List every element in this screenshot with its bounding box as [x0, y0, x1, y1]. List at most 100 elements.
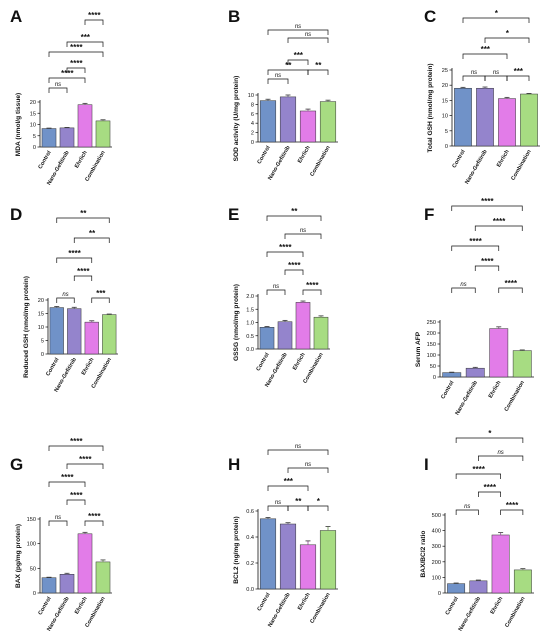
category-label-e: Control [256, 352, 271, 373]
significance-label-a: **** [70, 43, 83, 52]
significance-bracket-d [73, 237, 110, 243]
significance-label-e: **** [288, 261, 301, 270]
category-label-f: Combination [504, 380, 527, 413]
significance-label-i: **** [506, 501, 519, 510]
significance-label-f: **** [504, 279, 517, 288]
significance-label-d: ** [80, 209, 87, 218]
significance-bracket-h [307, 505, 329, 511]
significance-bracket-a [84, 19, 104, 25]
y-tick-label-b: 4 [251, 121, 254, 127]
significance-label-i: ns [497, 450, 503, 456]
y-tick-label-c: 10 [442, 114, 448, 120]
significance-bracket-g [66, 499, 86, 505]
bar-d-control [49, 307, 64, 355]
category-label-d: Control [45, 357, 60, 378]
significance-bracket-g [84, 520, 104, 526]
y-axis-label-d: Reduced GSH (nmol/mg protein) [23, 276, 30, 378]
significance-bracket-f [451, 245, 500, 251]
significance-label-c: *** [480, 45, 490, 54]
category-label-i: Nano-Gefitinib [458, 595, 483, 632]
significance-label-g: **** [70, 437, 83, 446]
y-tick-label-c: 5 [445, 129, 448, 135]
y-tick-label-a: 5 [33, 134, 36, 140]
significance-label-e: ns [300, 228, 306, 234]
bar-e-combination [313, 316, 329, 350]
y-tick-label-d: 5 [41, 339, 44, 345]
significance-bracket-a [66, 41, 104, 47]
significance-bracket-b [267, 29, 329, 35]
bar-b-nano [279, 96, 297, 143]
significance-bracket-h [267, 485, 309, 491]
y-tick-label-c: 0 [445, 144, 448, 150]
category-label-b: Ehrlich [297, 145, 312, 165]
significance-bracket-e [266, 215, 322, 221]
significance-label-e: ** [291, 207, 298, 216]
bar-e-control [259, 327, 275, 350]
significance-bracket-d [56, 297, 75, 303]
panel-letter-d: D [10, 205, 22, 224]
significance-bracket-b [287, 59, 309, 65]
bar-h-combination [319, 530, 337, 590]
significance-label-h: ns [305, 462, 311, 468]
y-tick-label-d: 20 [38, 298, 44, 304]
bar-i-ehrlich [491, 534, 510, 594]
category-label-b: Nano-Gefitinib [267, 144, 292, 181]
y-axis-label-c: Total GSH (nmol/mg protein) [427, 63, 434, 152]
significance-bracket-i [500, 509, 524, 515]
bar-a-control [41, 128, 57, 148]
category-label-a: Ehrlich [74, 150, 89, 170]
category-label-c: Nano-Gefitinib [464, 148, 489, 185]
significance-label-b: *** [293, 51, 303, 60]
y-axis-label-b: SOD activity (U/mg protein) [233, 76, 240, 162]
y-tick-label-g: 150 [27, 517, 36, 523]
significance-bracket-i [455, 437, 524, 443]
panel-letter-b: B [228, 7, 240, 26]
significance-label-c: * [494, 9, 498, 18]
significance-label-d: *** [96, 289, 106, 298]
significance-label-i: **** [483, 483, 496, 492]
bar-b-combination [319, 101, 337, 143]
y-axis-label-i: BAX/BCl2 ratio [420, 531, 427, 578]
significance-label-h: ns [295, 444, 301, 450]
category-label-h: Ehrlich [297, 592, 312, 612]
y-tick-label-b: 10 [248, 93, 254, 99]
category-label-h: Control [257, 592, 272, 613]
y-tick-label-f: 150 [427, 342, 436, 348]
y-axis-label-a: MDA (nmol/g tissue) [15, 93, 22, 157]
significance-label-f: **** [469, 237, 482, 246]
bar-d-combination [102, 314, 117, 355]
y-tick-label-i: 0 [438, 591, 441, 597]
bar-g-control [41, 577, 57, 594]
y-axis-label-g: BAX (pg/mg protein) [15, 524, 22, 588]
category-label-b: Control [257, 145, 272, 166]
y-tick-label-a: 0 [33, 145, 36, 151]
significance-label-e: **** [279, 243, 292, 252]
y-tick-label-e: 0.5 [246, 334, 254, 340]
bar-a-ehrlich [77, 104, 93, 148]
significance-bracket-e [266, 289, 286, 295]
significance-bracket-b [307, 69, 329, 75]
bar-f-combination [512, 350, 532, 378]
significance-label-i: ns [464, 504, 470, 510]
y-tick-label-i: 400 [432, 529, 441, 535]
y-tick-label-h: 0.4 [246, 535, 254, 541]
significance-bracket-b [287, 37, 329, 43]
y-tick-label-h: 0.6 [246, 509, 254, 515]
category-label-c: Control [452, 149, 467, 170]
y-tick-label-e: 1.5 [246, 307, 254, 313]
significance-label-g: **** [88, 512, 101, 521]
significance-label-g: ns [55, 515, 61, 521]
significance-bracket-g [48, 520, 68, 526]
significance-label-f: **** [481, 257, 494, 266]
significance-label-h: * [316, 497, 320, 506]
bar-e-ehrlich [295, 302, 311, 350]
significance-label-c: *** [513, 67, 523, 76]
significance-bracket-e [284, 269, 304, 275]
bar-a-nano [59, 127, 75, 148]
significance-bracket-d [56, 257, 93, 263]
y-tick-label-d: 0 [41, 352, 44, 358]
y-tick-label-d: 10 [38, 325, 44, 331]
significance-label-b: ** [285, 61, 292, 70]
significance-bracket-i [478, 491, 501, 497]
